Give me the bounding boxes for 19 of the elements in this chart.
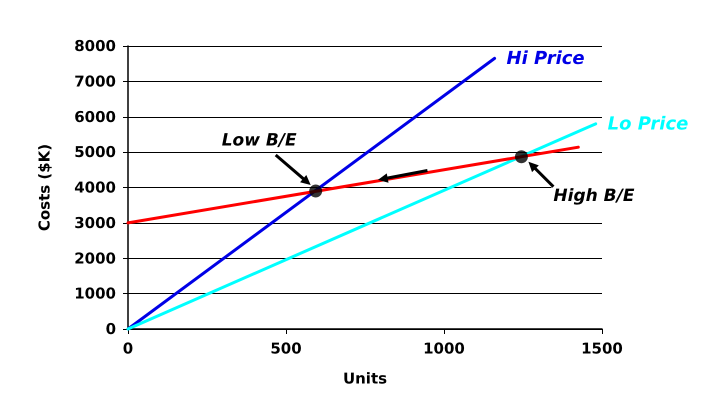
y-tick-label: 8000 xyxy=(74,37,116,55)
y-tick-label: 5000 xyxy=(74,143,116,162)
series-label: Hi Price xyxy=(506,48,585,69)
x-axis-title: Units xyxy=(342,370,388,388)
annotation: High B/E xyxy=(553,186,635,206)
y-tick-label: 0 xyxy=(106,320,116,338)
x-tick-label: 1500 xyxy=(581,340,623,358)
y-axis-title: Costs ($K) xyxy=(36,144,54,232)
y-tick-label: 1000 xyxy=(74,284,116,303)
series-label: Lo Price xyxy=(608,113,688,134)
y-tick-label: 7000 xyxy=(74,72,116,90)
x-tick-label: 0 xyxy=(122,340,134,358)
x-tick-label: 1000 xyxy=(423,340,465,358)
annotation: Low B/E xyxy=(222,130,298,151)
y-tick-label: 3000 xyxy=(74,214,116,232)
y-tick-label: 6000 xyxy=(74,108,116,126)
y-tick-label: 4000 xyxy=(74,178,116,196)
y-tick-label: 2000 xyxy=(74,249,116,268)
x-tick-label: 500 xyxy=(270,340,302,358)
